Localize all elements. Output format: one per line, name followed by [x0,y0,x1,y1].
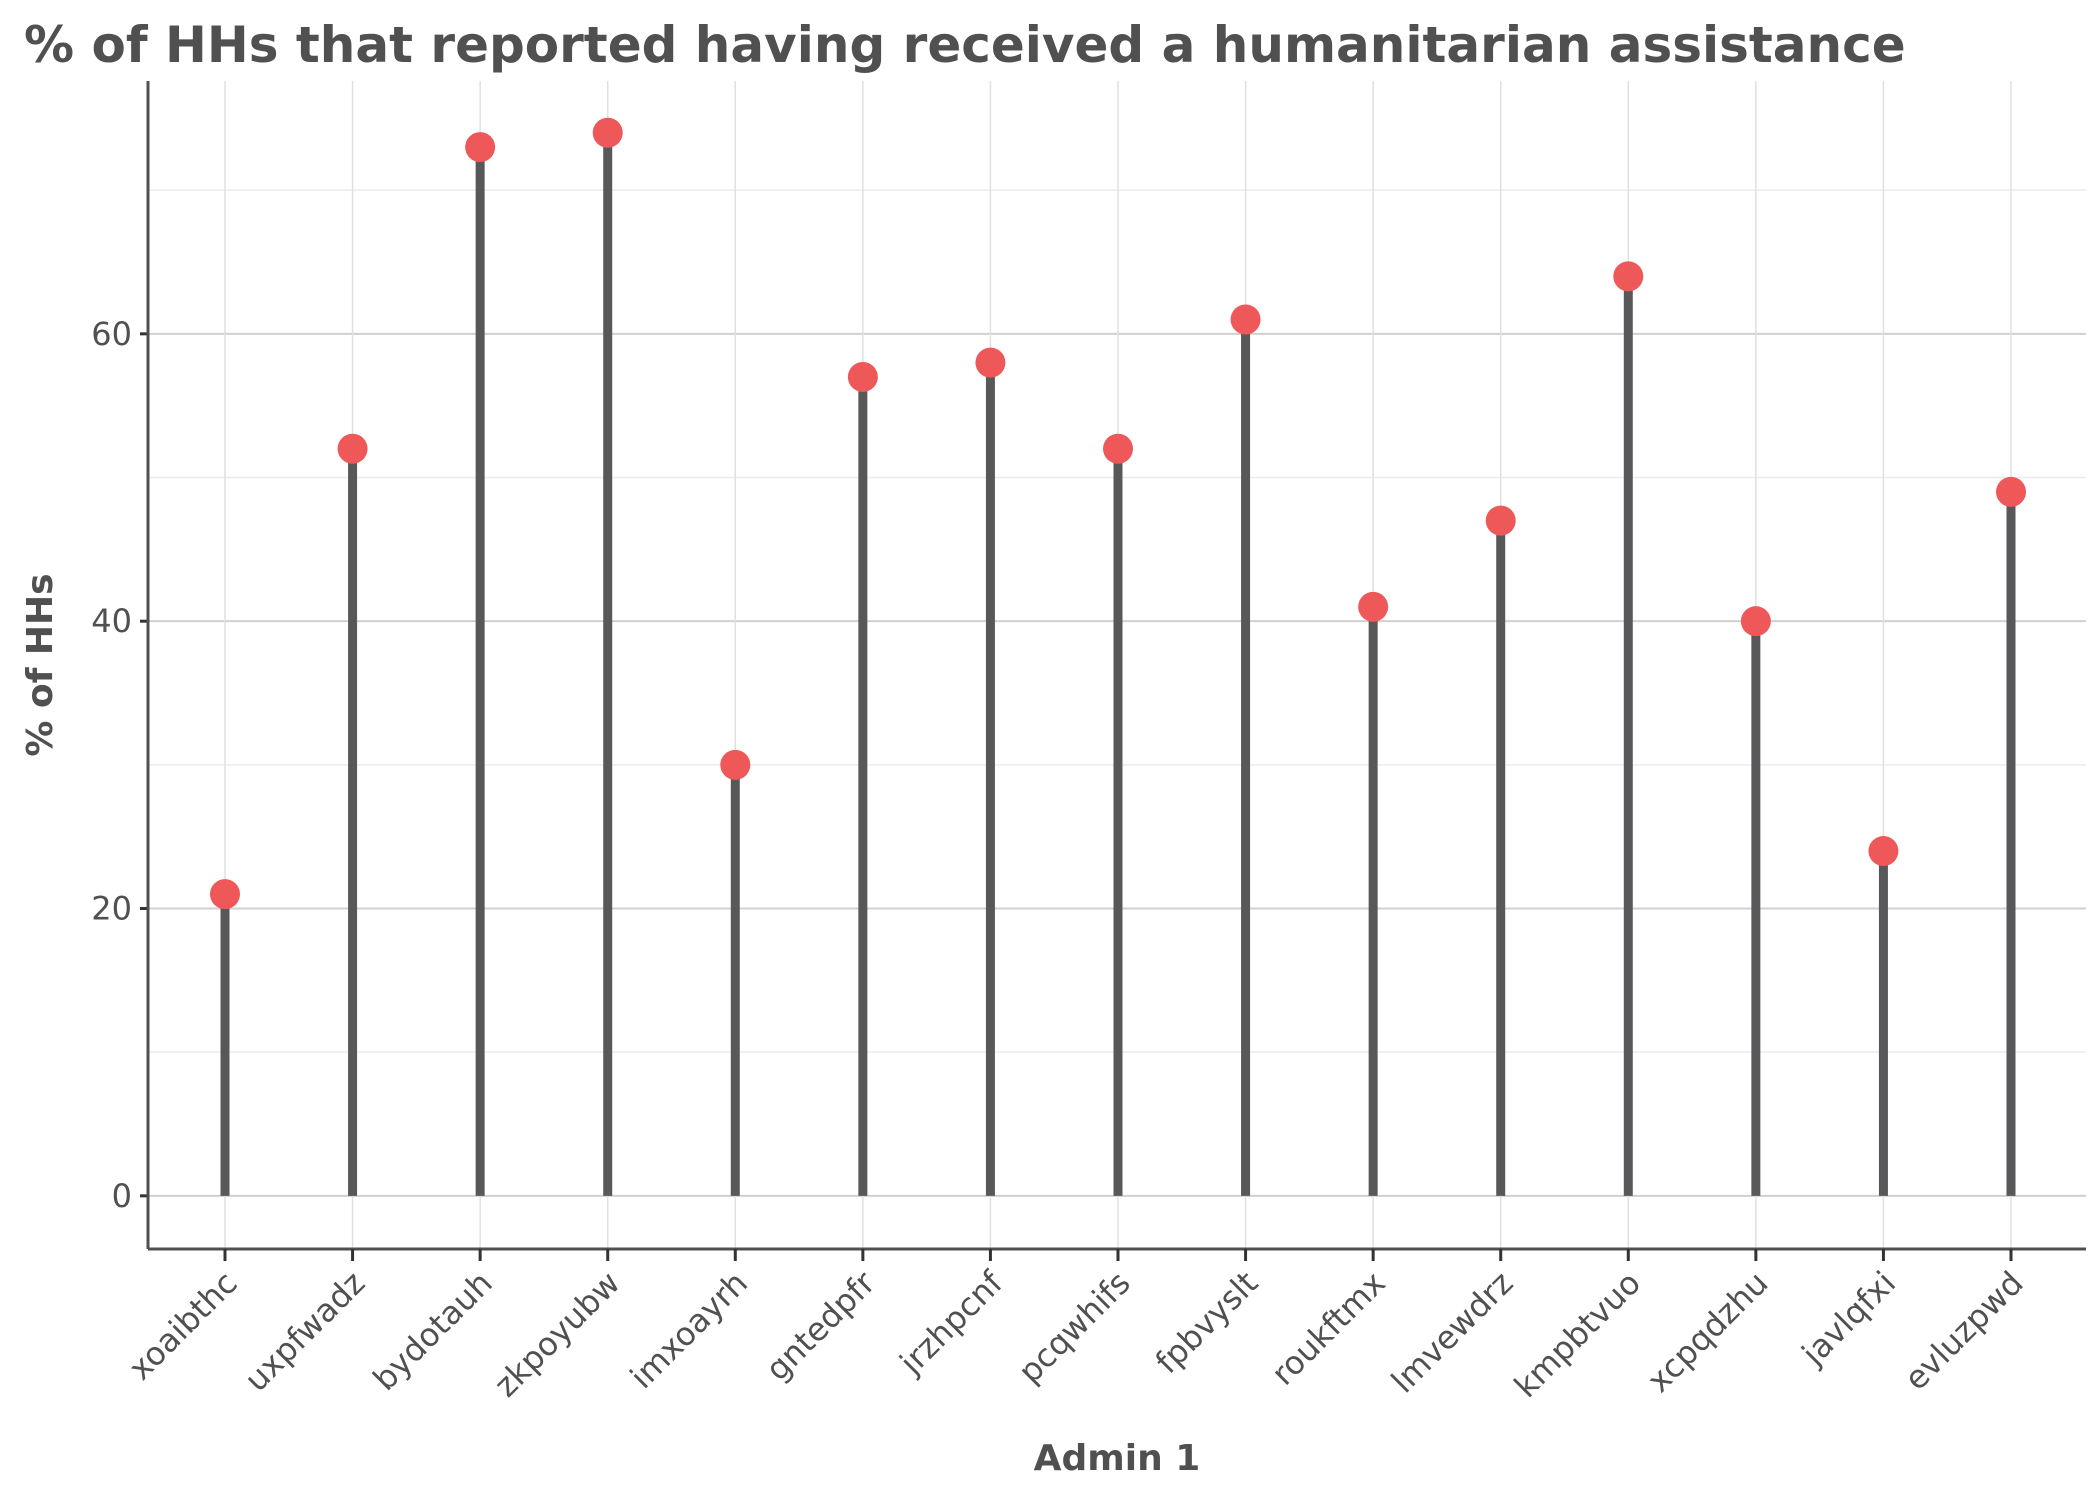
lollipop-point [1996,476,2026,507]
x-tick-label: gntedpfr [758,1263,883,1388]
x-tick-label: roukftmx [1264,1264,1393,1393]
y-tick-label: 0 [112,1177,132,1215]
x-axis-label: Admin 1 [1034,1438,1201,1479]
lollipop-point [1485,505,1516,536]
x-tick-label: fpbvyslt [1148,1264,1265,1381]
y-tick-label: 60 [91,315,132,353]
lollipop-point [1230,304,1261,335]
lollipop-point [592,117,623,148]
lollipop-point [337,433,368,464]
lollipop-point [1613,261,1644,292]
x-tick-label: kmpbtvuo [1507,1264,1648,1405]
chart-title: % of HHs that reported having received a… [24,16,1906,74]
x-tick-label: xcpqdzhu [1640,1264,1776,1400]
x-tick-label: pcqwhifs [1011,1264,1138,1391]
lollipop-point [1358,591,1389,622]
axes: 0 20 40 60 xoaibthcuxpfwadzbydotauhzkpoyubwi… [91,81,2086,1405]
lollipop-point [465,132,496,163]
marks [210,117,2026,1196]
lollipop-point [1103,433,1133,464]
lollipop-point [720,749,751,780]
x-tick-label: bydotauh [366,1264,500,1398]
y-axis-label: % of HHs [20,573,61,756]
x-tick-label: zkpoyubw [487,1264,628,1405]
y-tick-label: 20 [91,890,132,928]
x-tick-label: xoaibthc [121,1264,245,1388]
lollipop-point [1868,836,1899,867]
lollipop-point [210,879,240,910]
x-tick-label: jrzhpcnf [892,1263,1011,1382]
lollipop-point [847,361,878,392]
x-tick-label: imxoayrh [623,1264,755,1396]
x-tick-label: lmvewdrz [1384,1264,1521,1401]
y-tick-label: 40 [91,602,132,640]
x-tick-label: uxpfwadz [237,1264,372,1399]
x-tick-label: evluzpwd [1897,1264,2031,1398]
lollipop-point [975,347,1006,378]
lollipop-point [1740,606,1771,637]
x-tick-label: javlqfxi [1794,1264,1903,1373]
